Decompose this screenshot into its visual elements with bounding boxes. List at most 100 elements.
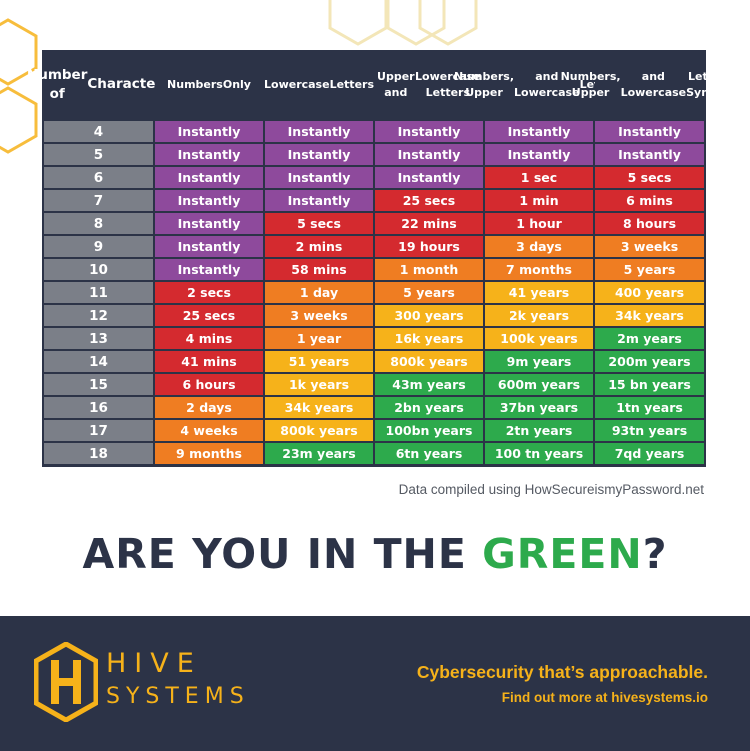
crack-time-cell: 22 mins [375, 213, 483, 234]
crack-time-cell: 15 bn years [595, 374, 704, 395]
crack-time-cell: 600m years [485, 374, 593, 395]
crack-time-cell: 37bn years [485, 397, 593, 418]
crack-time-cell: Instantly [155, 190, 263, 211]
crack-time-cell: 41 years [485, 282, 593, 303]
column-header-line: Letters, Symbols [686, 69, 739, 99]
crack-time-cell: 5 secs [595, 167, 704, 188]
column-header-line: Letters [329, 77, 374, 91]
crack-time-cell: 3 weeks [595, 236, 704, 257]
crack-time-cell: Instantly [595, 121, 704, 142]
column-header: Numbers, Upper and Lowercase Letters, Symb… [561, 50, 738, 119]
column-header-line: Only [222, 77, 251, 91]
brand-name-systems: SYSTEMS [106, 684, 250, 709]
crack-time-cell: 5 years [595, 259, 704, 280]
row-label-characters: 15 [44, 374, 153, 395]
crack-time-cell: 2k years [485, 305, 593, 326]
crack-time-cell: 9m years [485, 351, 593, 372]
headline-part1: ARE YOU IN THE [82, 530, 483, 578]
crack-time-cell: 8 hours [595, 213, 704, 234]
column-header-line: Numbers, Upper [454, 69, 514, 99]
row-label-characters: 16 [44, 397, 153, 418]
crack-time-cell: Instantly [375, 121, 483, 142]
crack-time-cell: Instantly [595, 144, 704, 165]
column-header-line: Number of [26, 67, 88, 102]
column-header-line: Characters [87, 76, 171, 93]
column-header: Upper and Lowercase Letters [375, 50, 483, 119]
website-cta: Find out more at hivesystems.io [501, 690, 708, 705]
crack-time-cell: 16k years [375, 328, 483, 349]
crack-time-cell: 100 tn years [485, 443, 593, 464]
crack-time-cell: Instantly [155, 259, 263, 280]
column-header-line: Numbers [167, 77, 223, 91]
crack-time-cell: Instantly [155, 144, 263, 165]
crack-time-cell: 2 secs [155, 282, 263, 303]
row-label-characters: 6 [44, 167, 153, 188]
crack-time-cell: 25 secs [155, 305, 263, 326]
crack-time-cell: 200m years [595, 351, 704, 372]
row-label-characters: 18 [44, 443, 153, 464]
crack-time-cell: 58 mins [265, 259, 373, 280]
crack-time-cell: 3 days [485, 236, 593, 257]
crack-time-cell: 1 hour [485, 213, 593, 234]
crack-time-cell: 300 years [375, 305, 483, 326]
crack-time-cell: 1 min [485, 190, 593, 211]
crack-time-cell: 1 sec [485, 167, 593, 188]
row-label-characters: 12 [44, 305, 153, 326]
crack-time-cell: 800k years [375, 351, 483, 372]
crack-time-cell: 2m years [595, 328, 704, 349]
headline-green-word: GREEN [482, 530, 643, 578]
crack-time-cell: 43m years [375, 374, 483, 395]
crack-time-cell: 9 months [155, 443, 263, 464]
column-header: Numbers Only [155, 50, 263, 119]
row-label-characters: 4 [44, 121, 153, 142]
brand-name-hive: HIVE [106, 648, 202, 679]
crack-time-cell: Instantly [265, 144, 373, 165]
crack-time-cell: 25 secs [375, 190, 483, 211]
crack-time-cell: Instantly [265, 121, 373, 142]
crack-time-cell: 23m years [265, 443, 373, 464]
crack-time-cell: 400 years [595, 282, 704, 303]
row-label-characters: 8 [44, 213, 153, 234]
crack-time-cell: 19 hours [375, 236, 483, 257]
crack-time-cell: 34k years [595, 305, 704, 326]
crack-time-cell: Instantly [485, 144, 593, 165]
crack-time-cell: 4 mins [155, 328, 263, 349]
crack-time-cell: Instantly [265, 167, 373, 188]
column-header-line: Upper and [377, 69, 415, 99]
row-label-characters: 7 [44, 190, 153, 211]
crack-time-cell: 1 year [265, 328, 373, 349]
crack-time-cell: 1 day [265, 282, 373, 303]
tagline: Cybersecurity that’s approachable. [416, 662, 708, 682]
row-label-characters: 13 [44, 328, 153, 349]
footer-banner: HIVE SYSTEMS Cybersecurity that’s approa… [0, 616, 750, 751]
crack-time-cell: Instantly [155, 167, 263, 188]
row-label-characters: 11 [44, 282, 153, 303]
column-header-line: and Lowercase [514, 69, 580, 99]
crack-time-cell: 5 years [375, 282, 483, 303]
row-label-characters: 14 [44, 351, 153, 372]
crack-time-cell: 2tn years [485, 420, 593, 441]
column-header-line: Lowercase Letters [415, 69, 481, 99]
column-header-line: Numbers, Upper [560, 69, 621, 99]
crack-time-cell: 2 days [155, 397, 263, 418]
crack-time-cell: 1 month [375, 259, 483, 280]
column-header: Lowercase Letters [264, 50, 374, 119]
crack-time-cell: 1k years [265, 374, 373, 395]
crack-time-cell: 93tn years [595, 420, 704, 441]
crack-time-cell: Instantly [485, 121, 593, 142]
crack-time-cell: 6tn years [375, 443, 483, 464]
crack-time-cell: 5 secs [265, 213, 373, 234]
crack-time-cell: 4 weeks [155, 420, 263, 441]
source-note: Data compiled using HowSecureismyPasswor… [398, 482, 704, 497]
crack-time-cell: 3 weeks [265, 305, 373, 326]
crack-time-cell: 7qd years [595, 443, 704, 464]
headline: ARE YOU IN THE GREEN? [0, 530, 750, 578]
row-label-characters: 5 [44, 144, 153, 165]
row-label-characters: 17 [44, 420, 153, 441]
crack-time-cell: Instantly [155, 121, 263, 142]
crack-time-cell: 100k years [485, 328, 593, 349]
crack-time-cell: 41 mins [155, 351, 263, 372]
column-header-line: Lowercase [264, 77, 330, 91]
crack-time-cell: 100bn years [375, 420, 483, 441]
crack-time-cell: Instantly [155, 236, 263, 257]
